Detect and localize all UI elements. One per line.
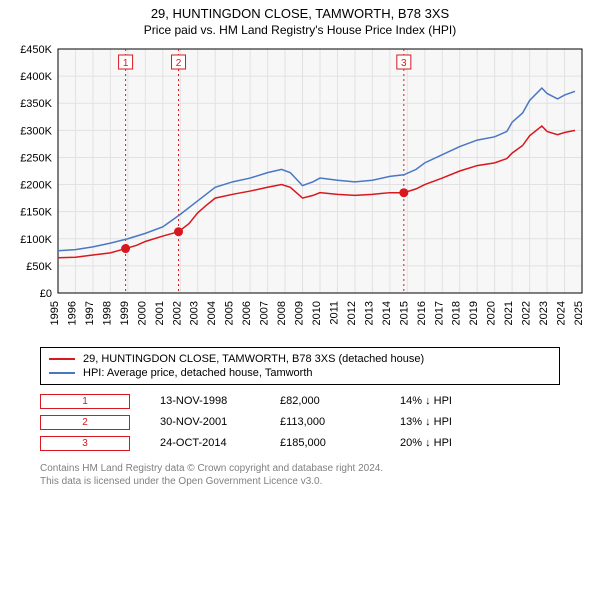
footnote: Contains HM Land Registry data © Crown c… xyxy=(40,462,560,489)
legend-label: 29, HUNTINGDON CLOSE, TAMWORTH, B78 3XS … xyxy=(83,353,424,365)
svg-text:1995: 1995 xyxy=(49,301,61,325)
svg-text:2007: 2007 xyxy=(259,301,271,325)
marker-row: 1 13-NOV-1998 £82,000 14% ↓ HPI xyxy=(40,391,560,412)
svg-text:2005: 2005 xyxy=(224,301,236,325)
svg-text:£250K: £250K xyxy=(20,152,52,164)
svg-text:1997: 1997 xyxy=(84,301,96,325)
line-chart-svg: £0 £50K £100K £150K £200K £250K £300K £350K £400… xyxy=(10,41,590,341)
svg-text:2013: 2013 xyxy=(363,301,375,325)
svg-text:£100K: £100K xyxy=(20,234,52,246)
marker-delta: 13% ↓ HPI xyxy=(400,416,490,428)
svg-text:2025: 2025 xyxy=(573,301,585,325)
marker-row: 2 30-NOV-2001 £113,000 13% ↓ HPI xyxy=(40,412,560,433)
marker-date: 24-OCT-2014 xyxy=(160,437,250,449)
svg-text:£200K: £200K xyxy=(20,179,52,191)
svg-text:2015: 2015 xyxy=(398,301,410,325)
chart-title: 29, HUNTINGDON CLOSE, TAMWORTH, B78 3XS xyxy=(10,6,590,23)
marker-delta: 14% ↓ HPI xyxy=(400,395,490,407)
svg-text:2016: 2016 xyxy=(416,301,428,325)
marker-date: 13-NOV-1998 xyxy=(160,395,250,407)
svg-text:2002: 2002 xyxy=(171,301,183,325)
svg-text:2023: 2023 xyxy=(538,301,550,325)
svg-text:1999: 1999 xyxy=(119,301,131,325)
marker-badge: 3 xyxy=(40,436,130,451)
svg-text:3: 3 xyxy=(401,58,407,69)
svg-text:£450K: £450K xyxy=(20,44,52,56)
svg-text:1998: 1998 xyxy=(101,301,113,325)
legend-label: HPI: Average price, detached house, Tamw… xyxy=(83,367,313,379)
legend-item: HPI: Average price, detached house, Tamw… xyxy=(49,366,551,380)
marker-row: 3 24-OCT-2014 £185,000 20% ↓ HPI xyxy=(40,433,560,454)
svg-text:2014: 2014 xyxy=(381,301,393,325)
legend-swatch xyxy=(49,372,75,374)
svg-text:2008: 2008 xyxy=(276,301,288,325)
figure-container: 29, HUNTINGDON CLOSE, TAMWORTH, B78 3XS … xyxy=(0,0,600,590)
svg-text:2: 2 xyxy=(176,58,182,69)
svg-text:2018: 2018 xyxy=(451,301,463,325)
svg-text:2011: 2011 xyxy=(328,301,340,325)
chart-subtitle: Price paid vs. HM Land Registry's House … xyxy=(10,23,590,37)
svg-text:2022: 2022 xyxy=(521,301,533,325)
svg-text:£350K: £350K xyxy=(20,98,52,110)
marker-badge: 2 xyxy=(40,415,130,430)
svg-text:2009: 2009 xyxy=(294,301,306,325)
svg-text:2017: 2017 xyxy=(433,301,445,325)
svg-text:2006: 2006 xyxy=(241,301,253,325)
svg-text:2004: 2004 xyxy=(206,301,218,325)
svg-text:2012: 2012 xyxy=(346,301,358,325)
svg-text:£0: £0 xyxy=(40,288,52,300)
svg-text:2019: 2019 xyxy=(468,301,480,325)
marker-delta: 20% ↓ HPI xyxy=(400,437,490,449)
svg-text:1: 1 xyxy=(123,58,129,69)
footnote-line1: Contains HM Land Registry data © Crown c… xyxy=(40,462,560,476)
marker-price: £113,000 xyxy=(280,416,370,428)
svg-text:2010: 2010 xyxy=(311,301,323,325)
svg-text:2021: 2021 xyxy=(503,301,515,325)
svg-text:2024: 2024 xyxy=(556,301,568,325)
marker-badge: 1 xyxy=(40,394,130,409)
svg-text:2001: 2001 xyxy=(154,301,166,325)
svg-text:2003: 2003 xyxy=(189,301,201,325)
legend-item: 29, HUNTINGDON CLOSE, TAMWORTH, B78 3XS … xyxy=(49,352,551,366)
marker-date: 30-NOV-2001 xyxy=(160,416,250,428)
legend: 29, HUNTINGDON CLOSE, TAMWORTH, B78 3XS … xyxy=(40,347,560,385)
svg-text:£400K: £400K xyxy=(20,71,52,83)
sale-markers-table: 1 13-NOV-1998 £82,000 14% ↓ HPI 2 30-NOV-2001… xyxy=(40,391,560,454)
marker-price: £82,000 xyxy=(280,395,370,407)
svg-text:2020: 2020 xyxy=(486,301,498,325)
footnote-line2: This data is licensed under the Open Gov… xyxy=(40,475,560,489)
chart: £0 £50K £100K £150K £200K £250K £300K £350K £400… xyxy=(10,41,590,341)
marker-price: £185,000 xyxy=(280,437,370,449)
svg-text:£300K: £300K xyxy=(20,125,52,137)
svg-text:1996: 1996 xyxy=(66,301,78,325)
svg-text:£50K: £50K xyxy=(26,261,52,273)
svg-text:2000: 2000 xyxy=(136,301,148,325)
legend-swatch xyxy=(49,358,75,360)
svg-text:£150K: £150K xyxy=(20,207,52,219)
